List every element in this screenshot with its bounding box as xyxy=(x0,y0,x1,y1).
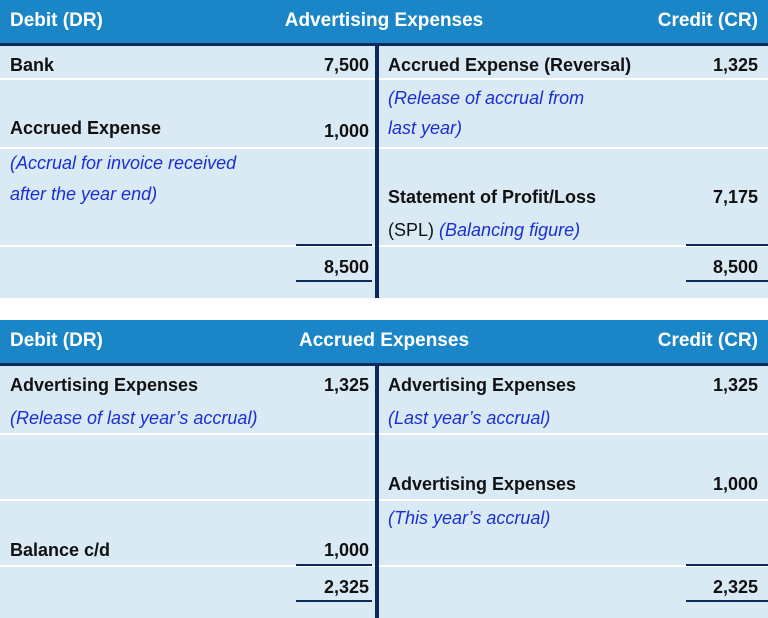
account-body: Bank 7,500 Accrued Expense 1,000 (Accrua… xyxy=(0,46,768,298)
credit-entry-label: Advertising Expenses xyxy=(388,375,577,395)
t-account-divider xyxy=(375,46,379,298)
spl-abbreviation: (SPL) xyxy=(388,220,435,240)
debit-entry-amount: 1,325 xyxy=(323,375,369,395)
debit-entry-note: after the year end) xyxy=(10,184,158,204)
t-account-accrued-expenses: Accrued Expenses Debit (DR) Credit (CR) … xyxy=(0,320,768,618)
credit-entry-sub: (SPL) (Balancing figure) xyxy=(388,219,580,241)
ledger-row-band xyxy=(0,149,768,245)
debit-total: 2,325 xyxy=(323,577,369,597)
t-account-advertising-expenses: Advertising Expenses Debit (DR) Credit (… xyxy=(0,0,768,298)
credit-entry-amount: 1,000 xyxy=(712,474,758,494)
total-rule-top xyxy=(296,244,372,246)
ledger-row-band xyxy=(0,435,768,499)
debit-entry-label: Advertising Expenses xyxy=(10,375,199,395)
credit-total: 2,325 xyxy=(712,577,758,597)
total-rule-bottom xyxy=(296,280,372,282)
total-rule-top xyxy=(686,564,768,566)
credit-total: 8,500 xyxy=(712,257,758,277)
credit-entry-label: Advertising Expenses xyxy=(388,474,577,494)
debit-entry-amount: 1,000 xyxy=(323,540,369,560)
ledger-row-band xyxy=(0,80,768,147)
debit-entry-amount: 1,000 xyxy=(323,121,369,141)
account-header: Accrued Expenses Debit (DR) Credit (CR) xyxy=(0,320,768,363)
credit-entry-label: Statement of Profit/Loss xyxy=(388,187,597,207)
debit-heading: Debit (DR) xyxy=(10,330,103,351)
header-divider xyxy=(0,363,768,366)
credit-entry-amount: 1,325 xyxy=(712,375,758,395)
credit-entry-note: (This year’s accrual) xyxy=(388,508,551,528)
account-title: Accrued Expenses xyxy=(298,330,470,351)
t-account-divider xyxy=(375,366,379,618)
account-title: Advertising Expenses xyxy=(284,10,484,31)
total-rule-bottom xyxy=(296,600,372,602)
credit-heading: Credit (CR) xyxy=(657,10,758,31)
ledger-row-band xyxy=(0,366,768,433)
credit-entry-note: (Release of accrual from xyxy=(388,88,585,108)
debit-heading: Debit (DR) xyxy=(10,10,103,31)
credit-heading: Credit (CR) xyxy=(657,330,758,351)
total-rule-bottom xyxy=(686,280,768,282)
ledger-row-band xyxy=(0,501,768,565)
total-rule-top xyxy=(296,564,372,566)
credit-entry-amount: 7,175 xyxy=(712,187,758,207)
total-rule-bottom xyxy=(686,600,768,602)
credit-entry-note: last year) xyxy=(388,118,463,138)
debit-entry-note: (Release of last year’s accrual) xyxy=(10,408,258,428)
total-rule-top xyxy=(686,244,768,246)
ledger-row-band xyxy=(0,567,768,618)
header-divider xyxy=(0,43,768,46)
ledger-row-band xyxy=(0,46,768,78)
account-header: Advertising Expenses Debit (DR) Credit (… xyxy=(0,0,768,43)
debit-entry-label: Balance c/d xyxy=(10,540,111,560)
debit-entry-note: (Accrual for invoice received xyxy=(10,153,237,173)
debit-entry-amount: 7,500 xyxy=(323,55,369,75)
debit-entry-label: Accrued Expense xyxy=(10,118,162,138)
debit-entry-label: Bank xyxy=(10,55,55,75)
credit-entry-label: Accrued Expense (Reversal) xyxy=(388,55,632,75)
credit-entry-amount: 1,325 xyxy=(712,55,758,75)
account-body: Advertising Expenses 1,325 (Release of l… xyxy=(0,366,768,618)
debit-total: 8,500 xyxy=(323,257,369,277)
ledger-row-band xyxy=(0,247,768,298)
credit-entry-note: (Balancing figure) xyxy=(439,220,581,240)
credit-entry-note: (Last year’s accrual) xyxy=(388,408,551,428)
